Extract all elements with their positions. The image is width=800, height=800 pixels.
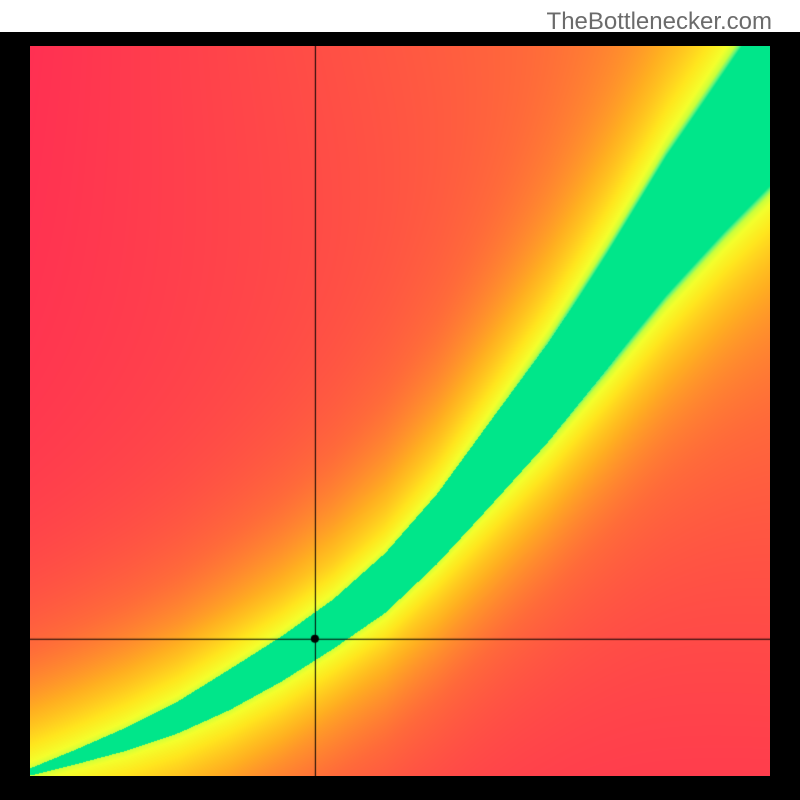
chart-container: TheBottlenecker.com bbox=[0, 0, 800, 800]
chart-frame bbox=[0, 32, 800, 800]
heatmap-canvas bbox=[30, 46, 770, 776]
watermark-text: TheBottlenecker.com bbox=[547, 8, 772, 36]
